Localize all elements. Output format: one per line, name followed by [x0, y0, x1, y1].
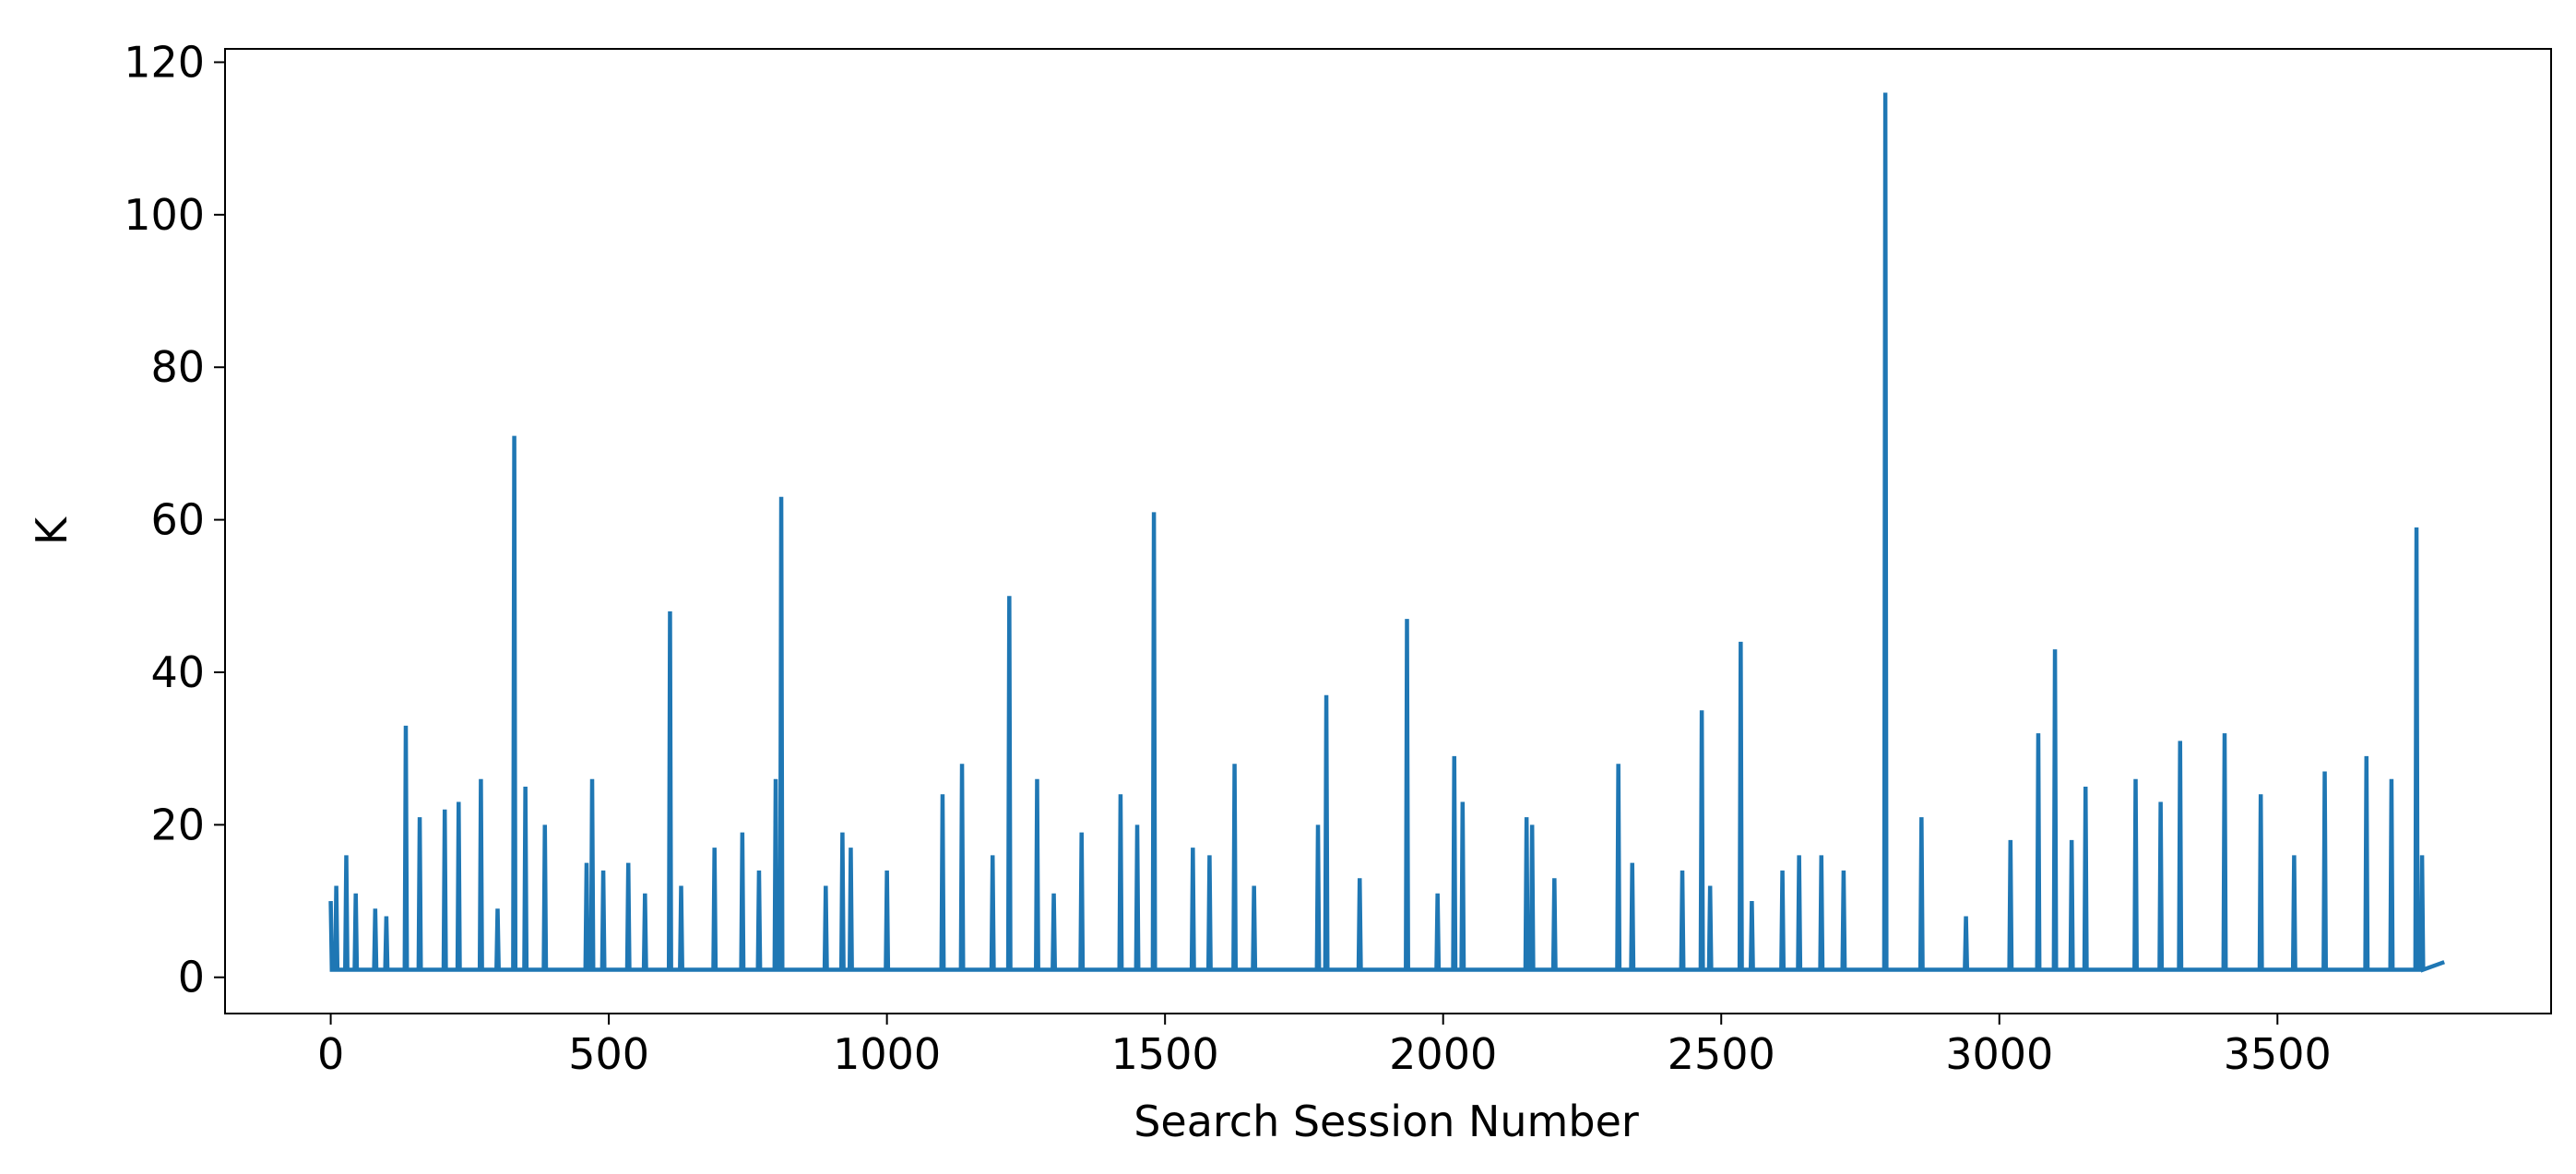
y-axis-label: K: [27, 516, 77, 545]
x-axis-label: Search Session Number: [1134, 1097, 1639, 1146]
x-tick-label: 2000: [1389, 1029, 1497, 1079]
x-tick-label: 3500: [2224, 1029, 2332, 1079]
y-tick-label: 0: [178, 953, 205, 1002]
x-tick-label: 500: [568, 1029, 649, 1079]
y-tick-label: 120: [124, 37, 205, 87]
y-tick-label: 40: [150, 647, 205, 697]
x-tick-label: 3000: [1945, 1029, 2053, 1079]
x-tick-label: 0: [317, 1029, 344, 1079]
x-tick-label: 2500: [1668, 1029, 1775, 1079]
x-tick-label: 1000: [833, 1029, 941, 1079]
x-tick-label: 1500: [1111, 1029, 1219, 1079]
y-tick-label: 80: [150, 342, 205, 392]
y-tick-label: 100: [124, 190, 205, 240]
plot-frame: [224, 48, 2552, 1014]
y-tick-label: 20: [150, 800, 205, 849]
line-series: [328, 92, 2445, 973]
y-tick-label: 60: [150, 495, 205, 545]
